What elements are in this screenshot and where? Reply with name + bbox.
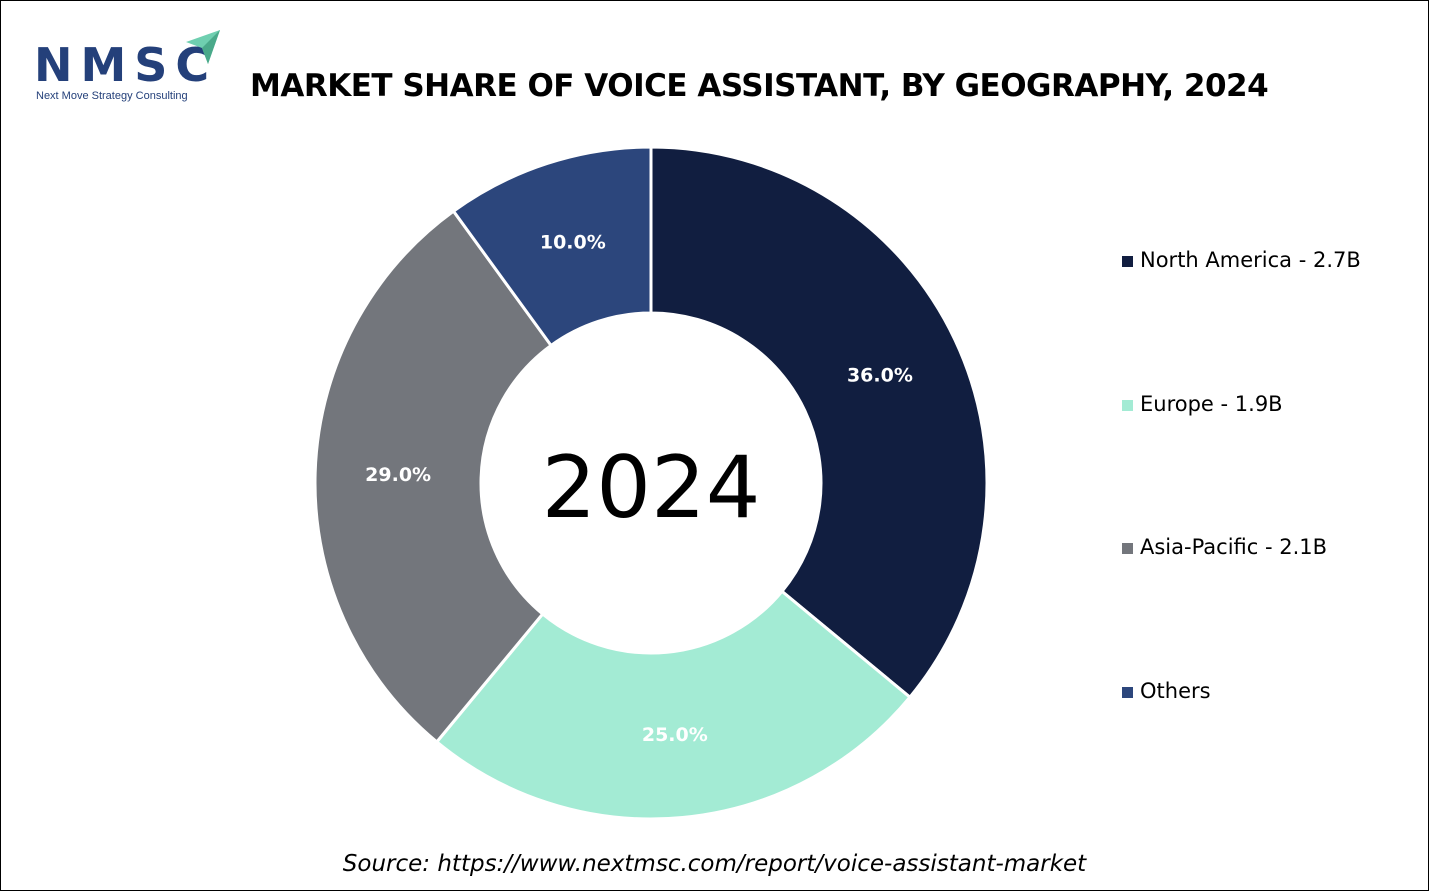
logo-tagline: Next Move Strategy Consulting bbox=[36, 90, 188, 102]
legend-swatch-3 bbox=[1122, 686, 1133, 698]
legend-label-1: Europe - 1.9B bbox=[1140, 391, 1283, 416]
donut-slice-3 bbox=[451, 145, 653, 348]
donut-slice-0 bbox=[649, 145, 989, 700]
donut-slice-2 bbox=[313, 209, 554, 745]
legend-label-2: Asia-Pacific - 2.1B bbox=[1140, 535, 1328, 559]
legend-label-0: North America - 2.7B bbox=[1140, 248, 1361, 272]
donut-data-label-0: 36.0% bbox=[847, 364, 913, 386]
donut-slice-1 bbox=[434, 589, 913, 821]
donut-data-label-1: 25.0% bbox=[642, 724, 708, 746]
donut-data-label-3: 10.0% bbox=[540, 231, 606, 253]
legend-swatch-0 bbox=[1122, 256, 1133, 267]
paper-plane-icon bbox=[186, 30, 220, 64]
donut-slices bbox=[313, 145, 989, 821]
nmsc-logo: NMSC Next Move Strategy Consulting bbox=[34, 28, 224, 104]
source-note: Source: https://www.nextmsc.com/report/v… bbox=[342, 851, 1087, 877]
donut-data-labels: 36.0% 25.0% 29.0% 10.0% bbox=[365, 231, 913, 745]
chart-title: MARKET SHARE OF VOICE ASSISTANT, BY GEOG… bbox=[250, 68, 1269, 104]
legend-swatch-1 bbox=[1122, 399, 1133, 411]
donut-center-label: 2024 bbox=[542, 438, 761, 538]
donut-data-label-2: 29.0% bbox=[365, 464, 431, 486]
legend-label-3: Others bbox=[1140, 678, 1211, 703]
legend-swatch-2 bbox=[1122, 543, 1133, 554]
logo-wordmark: NMSC bbox=[34, 38, 218, 92]
